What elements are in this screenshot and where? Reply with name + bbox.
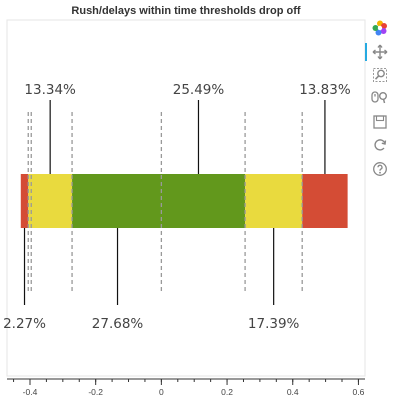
save-tool-icon[interactable] bbox=[368, 111, 392, 133]
bar-segment-0 bbox=[20, 174, 29, 228]
annotations: 13.34% 25.49% 13.83% 2.27% 27.68% 17.39% bbox=[3, 82, 351, 332]
annotation-above-label-0: 13.34% bbox=[24, 82, 76, 98]
threshold-lines bbox=[27, 112, 303, 291]
x-tick-label-0: -0.4 bbox=[23, 387, 38, 397]
bar-segments bbox=[20, 174, 348, 228]
x-tick-label-4: 0.4 bbox=[287, 387, 299, 397]
bar-segment-2 bbox=[72, 174, 246, 228]
x-tick-label-2: 0 bbox=[159, 387, 164, 397]
x-axis: -0.4 -0.2 0 0.2 0.4 0.6 bbox=[7, 378, 365, 397]
chart-title: Rush/delays within time thresholds drop … bbox=[71, 5, 301, 17]
reset-tool-icon[interactable] bbox=[368, 134, 392, 156]
annotation-above-label-2: 13.83% bbox=[299, 82, 351, 98]
x-tick-label-5: 0.6 bbox=[353, 387, 365, 397]
bar-segment-1 bbox=[28, 174, 73, 228]
bar-segment-4 bbox=[302, 174, 348, 228]
plot-frame bbox=[6, 19, 366, 377]
pan-tool-icon[interactable] bbox=[365, 41, 392, 63]
bar-segment-3 bbox=[245, 174, 303, 228]
help-tool-icon[interactable] bbox=[368, 158, 392, 180]
annotation-above-label-1: 25.49% bbox=[173, 82, 225, 98]
wheel-zoom-tool-icon[interactable] bbox=[368, 86, 392, 108]
box-zoom-tool-icon[interactable] bbox=[368, 64, 392, 86]
annotation-below-label-2: 17.39% bbox=[248, 316, 300, 332]
x-tick-label-3: 0.2 bbox=[221, 387, 233, 397]
annotation-below-label-0: 2.27% bbox=[3, 316, 46, 332]
bokeh-logo-icon bbox=[368, 17, 392, 39]
x-tick-label-1: -0.2 bbox=[88, 387, 103, 397]
annotation-below-label-1: 27.68% bbox=[92, 316, 144, 332]
